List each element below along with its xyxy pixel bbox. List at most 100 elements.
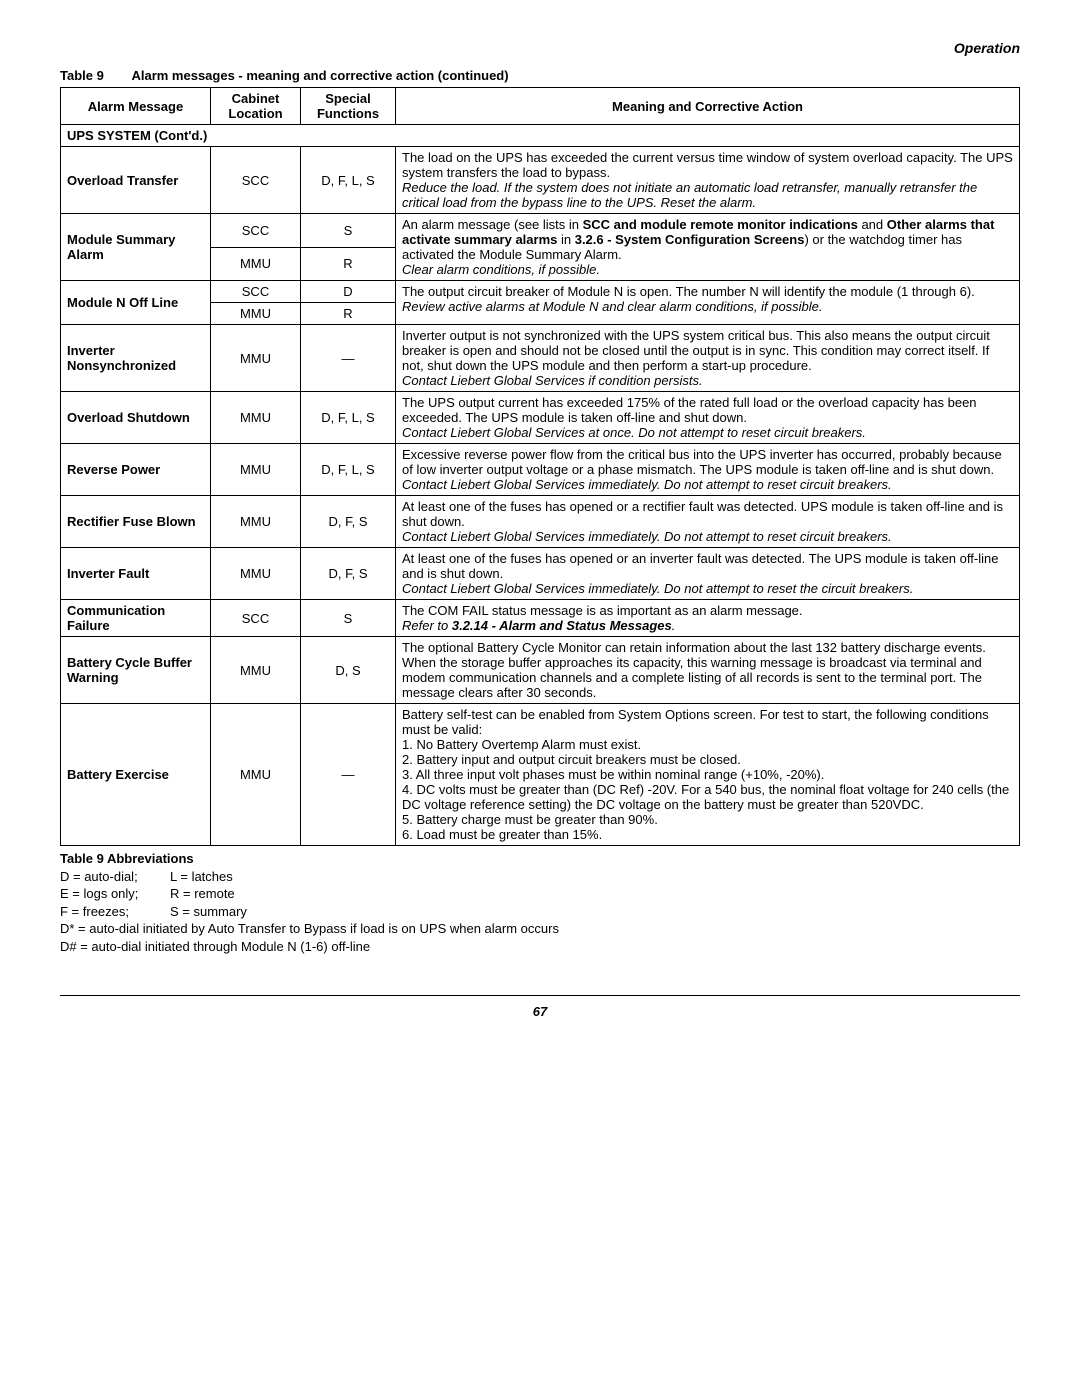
func-cell: D, F, L, S xyxy=(301,444,396,496)
table-row: Rectifier Fuse Blown MMU D, F, S At leas… xyxy=(61,496,1020,548)
meaning-cell: The load on the UPS has exceeded the cur… xyxy=(396,147,1020,214)
func-cell: — xyxy=(301,704,396,846)
action-text: Contact Liebert Global Services immediat… xyxy=(402,529,892,544)
table-row: Reverse Power MMU D, F, L, S Excessive r… xyxy=(61,444,1020,496)
list-item: 6. Load must be greater than 15%. xyxy=(402,827,602,842)
abbrev-d: D = auto-dial; xyxy=(60,868,170,886)
func-cell: — xyxy=(301,325,396,392)
loc-cell: MMU xyxy=(211,704,301,846)
meaning-text: Excessive reverse power flow from the cr… xyxy=(402,447,1002,477)
table-row: Battery Cycle Buffer Warning MMU D, S Th… xyxy=(61,637,1020,704)
table-row: Inverter Fault MMU D, F, S At least one … xyxy=(61,548,1020,600)
alarm-cell: Communication Failure xyxy=(61,600,211,637)
meaning-text: At least one of the fuses has opened or … xyxy=(402,551,998,581)
meaning-text: The UPS output current has exceeded 175%… xyxy=(402,395,977,425)
table-title: Alarm messages - meaning and corrective … xyxy=(131,68,508,83)
meaning-cell: At least one of the fuses has opened or … xyxy=(396,548,1020,600)
action-ref: 3.2.14 - Alarm and Status Messages xyxy=(452,618,672,633)
func-cell: D, F, S xyxy=(301,548,396,600)
meaning-cell: The optional Battery Cycle Monitor can r… xyxy=(396,637,1020,704)
section-label: UPS SYSTEM (Cont'd.) xyxy=(61,125,1020,147)
abbrev-title: Table 9 Abbreviations xyxy=(60,851,194,866)
meaning-cell: Excessive reverse power flow from the cr… xyxy=(396,444,1020,496)
func-cell: D, F, S xyxy=(301,496,396,548)
func-cell: R xyxy=(301,247,396,281)
loc-cell: MMU xyxy=(211,303,301,325)
abbrev-r: R = remote xyxy=(170,886,235,901)
meaning-text: The COM FAIL status message is as import… xyxy=(402,603,803,618)
section-row: UPS SYSTEM (Cont'd.) xyxy=(61,125,1020,147)
table-row: Overload Transfer SCC D, F, L, S The loa… xyxy=(61,147,1020,214)
list-item: 1. No Battery Overtemp Alarm must exist. xyxy=(402,737,641,752)
meaning-text: At least one of the fuses has opened or … xyxy=(402,499,1003,529)
table-row: Module Summary Alarm SCC S An alarm mess… xyxy=(61,214,1020,248)
footer-rule xyxy=(60,995,1020,996)
table-row: Module N Off Line SCC D The output circu… xyxy=(61,281,1020,303)
abbrev-f: F = freezes; xyxy=(60,903,170,921)
table-row: Overload Shutdown MMU D, F, L, S The UPS… xyxy=(61,392,1020,444)
func-cell: S xyxy=(301,600,396,637)
abbrev-s: S = summary xyxy=(170,904,247,919)
table-header-row: Alarm Message Cabinet Location Special F… xyxy=(61,88,1020,125)
alarm-cell: Module Summary Alarm xyxy=(61,214,211,281)
alarm-cell: Rectifier Fuse Blown xyxy=(61,496,211,548)
loc-cell: SCC xyxy=(211,147,301,214)
meaning-cell: Battery self-test can be enabled from Sy… xyxy=(396,704,1020,846)
meaning-text: The output circuit breaker of Module N i… xyxy=(402,284,975,299)
abbrev-l: L = latches xyxy=(170,869,233,884)
func-cell: D, F, L, S xyxy=(301,392,396,444)
meaning-text: The optional Battery Cycle Monitor can r… xyxy=(402,640,986,700)
meaning-text: An alarm message (see lists in xyxy=(402,217,583,232)
alarm-table: Alarm Message Cabinet Location Special F… xyxy=(60,87,1020,846)
list-item: 3. All three input volt phases must be w… xyxy=(402,767,824,782)
loc-cell: SCC xyxy=(211,281,301,303)
alarm-cell: Inverter Fault xyxy=(61,548,211,600)
loc-cell: MMU xyxy=(211,247,301,281)
alarm-cell: Battery Cycle Buffer Warning xyxy=(61,637,211,704)
meaning-cell: The UPS output current has exceeded 175%… xyxy=(396,392,1020,444)
meaning-text: Battery self-test can be enabled from Sy… xyxy=(402,707,989,737)
action-text: Refer to xyxy=(402,618,452,633)
loc-cell: SCC xyxy=(211,214,301,248)
meaning-text: Inverter output is not synchronized with… xyxy=(402,328,990,373)
table-label: Table 9 xyxy=(60,68,104,83)
abbrev-e: E = logs only; xyxy=(60,885,170,903)
alarm-cell: Overload Shutdown xyxy=(61,392,211,444)
table-row: Battery Exercise MMU — Battery self-test… xyxy=(61,704,1020,846)
meaning-cell: The COM FAIL status message is as import… xyxy=(396,600,1020,637)
func-cell: D xyxy=(301,281,396,303)
loc-cell: SCC xyxy=(211,600,301,637)
action-text: Contact Liebert Global Services immediat… xyxy=(402,581,913,596)
table-row: Inverter Nonsynchronized MMU — Inverter … xyxy=(61,325,1020,392)
meaning-cell: Inverter output is not synchronized with… xyxy=(396,325,1020,392)
loc-cell: MMU xyxy=(211,637,301,704)
loc-cell: MMU xyxy=(211,325,301,392)
col-meaning: Meaning and Corrective Action xyxy=(396,88,1020,125)
abbrev-dstar: D* = auto-dial initiated by Auto Transfe… xyxy=(60,920,1020,938)
loc-cell: MMU xyxy=(211,496,301,548)
abbreviations: Table 9 Abbreviations D = auto-dial;L = … xyxy=(60,850,1020,955)
func-cell: S xyxy=(301,214,396,248)
func-cell: D, F, L, S xyxy=(301,147,396,214)
abbrev-dhash: D# = auto-dial initiated through Module … xyxy=(60,938,1020,956)
table-row: Communication Failure SCC S The COM FAIL… xyxy=(61,600,1020,637)
meaning-cell: The output circuit breaker of Module N i… xyxy=(396,281,1020,325)
col-location: Cabinet Location xyxy=(211,88,301,125)
list-item: 5. Battery charge must be greater than 9… xyxy=(402,812,658,827)
meaning-bold: SCC and module remote monitor indication… xyxy=(583,217,858,232)
action-text: Contact Liebert Global Services immediat… xyxy=(402,477,892,492)
action-text: Clear alarm conditions, if possible. xyxy=(402,262,600,277)
alarm-cell: Module N Off Line xyxy=(61,281,211,325)
action-text: Contact Liebert Global Services if condi… xyxy=(402,373,703,388)
action-text: Reduce the load. If the system does not … xyxy=(402,180,977,210)
alarm-cell: Overload Transfer xyxy=(61,147,211,214)
list-item: 2. Battery input and output circuit brea… xyxy=(402,752,741,767)
list-item: 4. DC volts must be greater than (DC Ref… xyxy=(402,782,1009,812)
alarm-cell: Reverse Power xyxy=(61,444,211,496)
page-number: 67 xyxy=(60,1004,1020,1019)
meaning-bold: 3.2.6 - System Configuration Screens xyxy=(575,232,805,247)
alarm-cell: Battery Exercise xyxy=(61,704,211,846)
meaning-cell: An alarm message (see lists in SCC and m… xyxy=(396,214,1020,281)
table-caption: Table 9 Alarm messages - meaning and cor… xyxy=(60,68,1020,83)
loc-cell: MMU xyxy=(211,444,301,496)
